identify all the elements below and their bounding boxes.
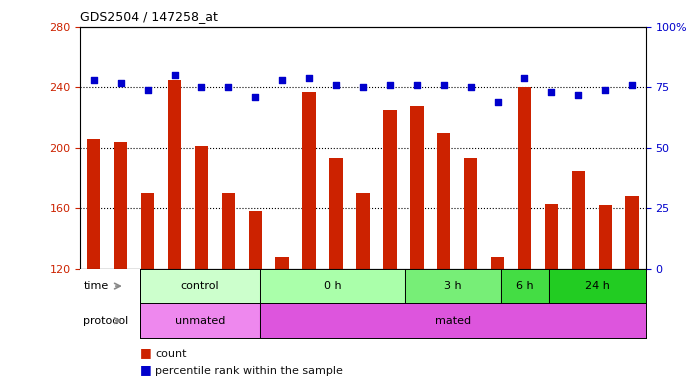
Bar — [168, 80, 181, 269]
Text: 3 h: 3 h — [444, 281, 461, 291]
Point — [196, 84, 207, 91]
Bar — [410, 106, 424, 269]
Bar — [276, 257, 289, 269]
Bar — [87, 139, 101, 269]
Bar — [518, 87, 531, 269]
Point — [357, 84, 369, 91]
Text: time: time — [83, 281, 108, 291]
Point — [573, 91, 584, 98]
Bar — [114, 142, 127, 269]
Bar — [195, 146, 208, 269]
Bar — [501, 269, 549, 303]
Bar — [260, 269, 405, 303]
Point — [223, 84, 234, 91]
Bar — [405, 269, 501, 303]
Bar — [329, 159, 343, 269]
Point — [88, 77, 99, 83]
Text: protocol: protocol — [83, 316, 128, 326]
Point — [276, 77, 288, 83]
Point — [546, 89, 557, 95]
Text: ■: ■ — [140, 346, 151, 359]
Point — [438, 82, 450, 88]
Point — [169, 72, 180, 78]
Point — [142, 87, 153, 93]
Bar — [356, 193, 370, 269]
Point — [250, 94, 261, 100]
Bar — [260, 303, 646, 338]
Point — [385, 82, 396, 88]
Point — [304, 74, 315, 81]
Point — [330, 82, 341, 88]
Point — [465, 84, 476, 91]
Bar — [383, 110, 396, 269]
Bar — [222, 193, 235, 269]
Text: unmated: unmated — [174, 316, 225, 326]
Bar — [491, 257, 504, 269]
Point — [627, 82, 638, 88]
Point — [492, 99, 503, 105]
Point — [519, 74, 530, 81]
Text: control: control — [181, 281, 219, 291]
Bar — [464, 159, 477, 269]
Bar — [302, 92, 315, 269]
Bar — [140, 269, 260, 303]
Text: count: count — [155, 349, 186, 359]
Text: 6 h: 6 h — [517, 281, 534, 291]
Bar — [549, 269, 646, 303]
Point — [115, 79, 126, 86]
Text: GDS2504 / 147258_at: GDS2504 / 147258_at — [80, 10, 218, 23]
Text: ■: ■ — [140, 363, 151, 376]
Bar — [437, 133, 450, 269]
Bar — [572, 170, 585, 269]
Point — [600, 87, 611, 93]
Bar — [140, 303, 260, 338]
Bar — [625, 196, 639, 269]
Bar — [544, 204, 558, 269]
Text: 24 h: 24 h — [585, 281, 610, 291]
Text: percentile rank within the sample: percentile rank within the sample — [155, 366, 343, 376]
Bar — [598, 205, 612, 269]
Text: mated: mated — [435, 316, 471, 326]
Bar — [248, 211, 262, 269]
Point — [411, 82, 422, 88]
Text: 0 h: 0 h — [324, 281, 341, 291]
Bar — [141, 193, 154, 269]
